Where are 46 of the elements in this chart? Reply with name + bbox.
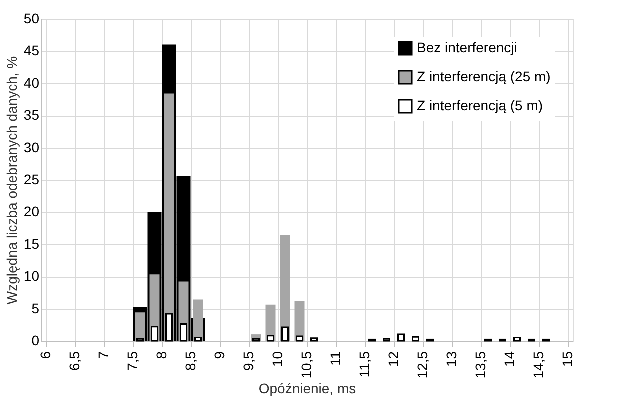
y-tick-label: 45 [24,42,40,59]
x-tick-label: 13,5 [472,351,488,379]
x-tick-label: 10,5 [298,351,314,379]
x-tick-label: 10 [270,351,286,368]
y-tick-label: 15 [24,236,40,252]
x-tick-label: 14,5 [530,351,546,379]
bar [398,334,405,342]
x-tick-label: 14 [502,351,518,368]
x-tick-label: 6 [38,351,54,360]
bar [514,337,521,342]
legend-label: Z interferencją (25 m) [417,68,551,84]
x-tick-label: 9 [212,351,228,360]
x-tick-label: 13 [444,351,460,368]
bar [412,336,420,342]
bar [282,326,289,342]
bar [164,94,174,341]
x-tick-label: 8 [154,351,170,360]
x-tick-label: 8,5 [182,351,198,371]
x-axis-title: Opóźnienie, ms [258,380,356,397]
y-tick-label: 40 [24,74,40,91]
bar [193,300,204,341]
y-tick-label: 5 [32,300,40,316]
bar [280,235,290,341]
bar [296,336,304,342]
x-tick-label: 11 [328,351,344,366]
y-tick-label: 30 [24,139,40,156]
y-tick-label: 35 [24,107,40,124]
x-tick-label: 15 [560,351,576,368]
x-tick-label: 11,5 [356,351,372,378]
x-tick-label: 7,5 [124,351,140,371]
y-axis-title: Względna liczba odebranych danych, % [4,56,20,305]
legend-label: Z interferencją (5 m) [417,98,544,114]
x-tick-label: 7 [96,351,112,360]
bar [135,312,146,341]
x-tick-label: 9,5 [240,351,256,371]
y-tick-label: 20 [24,204,40,220]
y-tick-label: 50 [24,10,40,26]
y-tick-label: 25 [24,172,40,188]
x-tick-label: 12,5 [414,351,430,379]
y-tick-label: 0 [32,332,40,348]
x-tick-label: 12 [386,351,402,368]
y-tick-label: 10 [24,268,40,284]
bar [310,338,318,342]
bar [267,335,274,342]
legend-label: Bez interferencji [417,40,518,56]
x-tick-label: 6,5 [66,351,82,371]
